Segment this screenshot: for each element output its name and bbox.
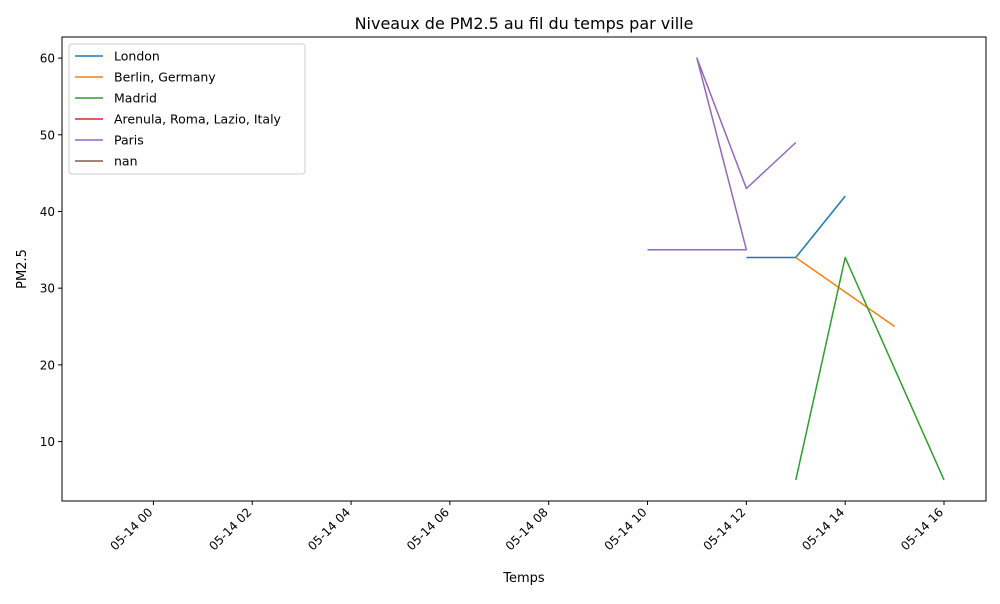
legend-label: Paris [114,133,144,148]
x-tick-label: 05-14 00 [107,505,155,553]
legend-label: nan [114,154,138,169]
y-tick-label: 20 [40,358,55,372]
legend-label: Madrid [114,91,157,106]
x-tick-label: 05-14 02 [206,505,254,553]
legend-label: London [114,49,160,64]
y-axis: 10 20 30 40 50 60 [40,52,62,449]
series-line-4 [647,57,797,251]
x-axis: 05-14 00 05-14 02 05-14 04 05-14 06 05-14 08… [107,501,946,553]
x-tick-label: 05-14 10 [602,505,650,553]
series-line-0 [746,195,846,259]
legend-label: Berlin, Germany [114,70,216,85]
x-tick-label: 05-14 06 [404,505,452,553]
x-tick-label: 05-14 16 [898,505,946,553]
legend: London Berlin, Germany Madrid Arenula, Roma… [68,43,306,175]
y-tick-label: 10 [40,435,55,449]
y-tick-label: 60 [40,52,55,66]
y-tick-label: 40 [40,205,55,219]
series-line-2 [795,256,945,481]
series-line-1 [795,256,896,328]
x-tick-label: 05-14 04 [305,505,353,553]
x-tick-label: 05-14 08 [503,505,551,553]
x-tick-label: 05-14 14 [799,505,847,553]
legend-frame [68,43,306,175]
y-tick-label: 30 [40,282,55,296]
plot-marks [647,57,945,481]
x-tick-label: 05-14 12 [700,505,748,553]
y-tick-label: 50 [40,128,55,142]
plot-area-frame [61,36,987,502]
x-axis-label: Temps [502,571,545,586]
y-axis-label: PM2.5 [15,249,30,289]
chart-title: Niveaux de PM2.5 au fil du temps par vil… [355,14,694,33]
legend-label: Arenula, Roma, Lazio, Italy [114,112,282,127]
